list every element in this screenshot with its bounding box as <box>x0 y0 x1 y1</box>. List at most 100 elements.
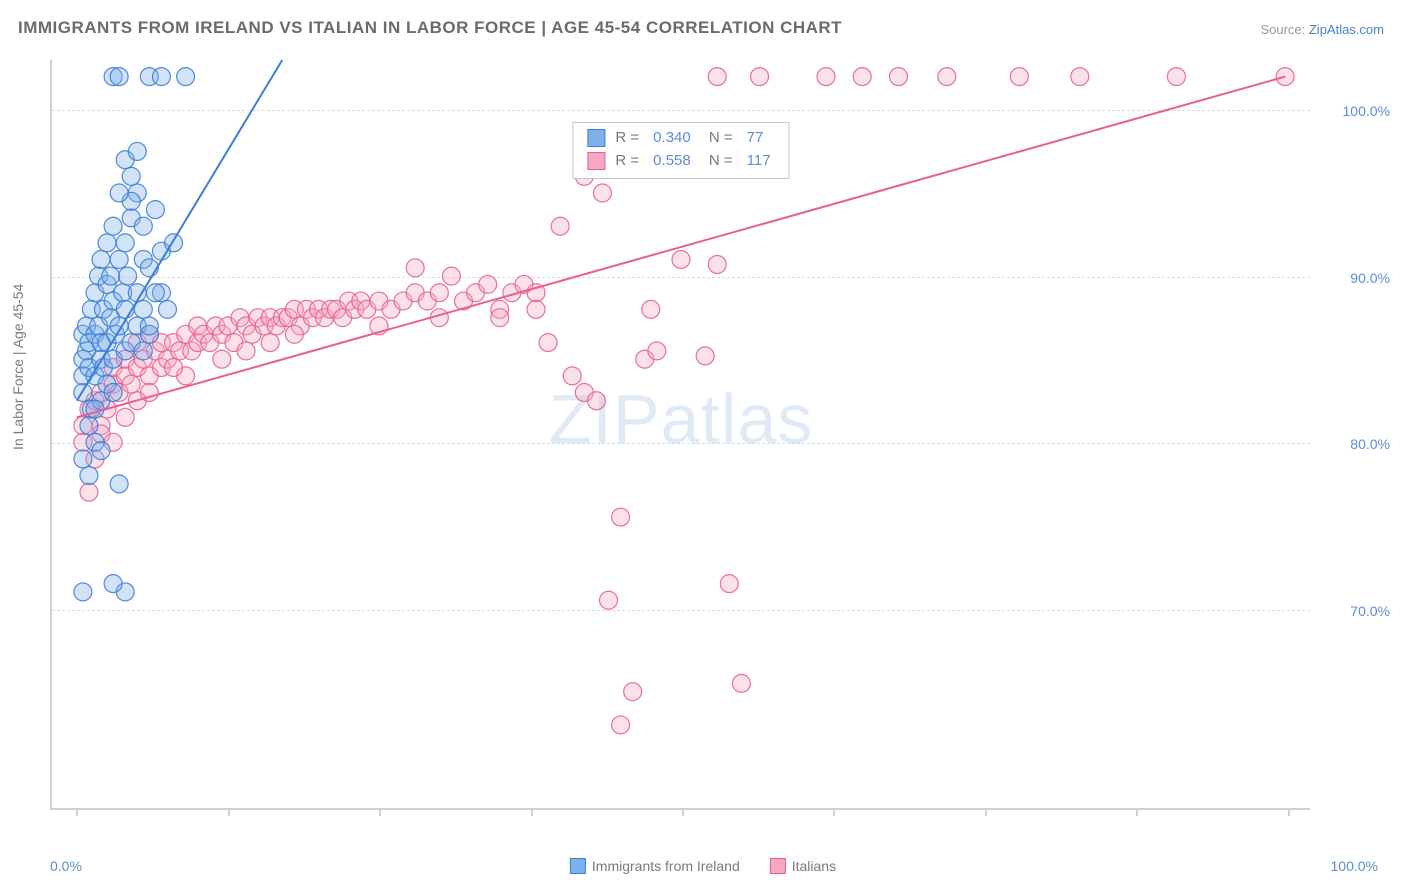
legend-label-ireland: Immigrants from Ireland <box>592 858 740 874</box>
stats-legend: R =0.340 N =77 R =0.558 N =117 <box>572 122 789 179</box>
scatter-point-ireland <box>140 317 158 335</box>
stats-row-italians: R =0.558 N =117 <box>587 150 774 173</box>
scatter-point-italians <box>527 300 545 318</box>
n-value-italians: 117 <box>743 150 775 173</box>
chart-title: IMMIGRANTS FROM IRELAND VS ITALIAN IN LA… <box>18 18 842 38</box>
scatter-point-ireland <box>116 234 134 252</box>
x-tick <box>228 808 230 816</box>
scatter-point-ireland <box>110 68 128 86</box>
scatter-point-italians <box>551 217 569 235</box>
y-tick-label: 70.0% <box>1320 603 1390 619</box>
scatter-point-italians <box>237 342 255 360</box>
scatter-point-ireland <box>102 267 120 285</box>
x-tick <box>1136 808 1138 816</box>
scatter-point-italians <box>213 350 231 368</box>
scatter-point-italians <box>642 300 660 318</box>
scatter-point-italians <box>430 284 448 302</box>
scatter-point-ireland <box>119 267 137 285</box>
scatter-point-italians <box>1167 68 1185 86</box>
legend-swatch-italians <box>770 858 786 874</box>
scatter-point-italians <box>122 375 140 393</box>
swatch-ireland <box>587 129 605 147</box>
scatter-point-ireland <box>110 250 128 268</box>
y-tick-label: 80.0% <box>1320 436 1390 452</box>
y-tick-label: 100.0% <box>1320 103 1390 119</box>
scatter-point-ireland <box>134 342 152 360</box>
scatter-point-ireland <box>74 450 92 468</box>
source-link[interactable]: ZipAtlas.com <box>1309 22 1384 37</box>
scatter-point-italians <box>624 683 642 701</box>
scatter-point-italians <box>648 342 666 360</box>
scatter-point-italians <box>116 408 134 426</box>
scatter-point-italians <box>853 68 871 86</box>
scatter-point-italians <box>1071 68 1089 86</box>
scatter-point-ireland <box>104 383 122 401</box>
scatter-point-italians <box>479 275 497 293</box>
x-axis-label-min: 0.0% <box>50 858 82 874</box>
scatter-point-ireland <box>134 300 152 318</box>
scatter-point-italians <box>817 68 835 86</box>
scatter-point-italians <box>165 359 183 377</box>
scatter-point-ireland <box>92 250 110 268</box>
source-prefix: Source: <box>1260 22 1308 37</box>
scatter-point-ireland <box>74 583 92 601</box>
scatter-point-ireland <box>80 417 98 435</box>
scatter-point-italians <box>708 68 726 86</box>
x-tick <box>682 808 684 816</box>
x-tick <box>531 808 533 816</box>
scatter-point-italians <box>406 259 424 277</box>
scatter-point-ireland <box>158 300 176 318</box>
scatter-point-italians <box>890 68 908 86</box>
scatter-point-italians <box>732 674 750 692</box>
y-axis-title: In Labor Force | Age 45-54 <box>10 284 26 450</box>
chart-plot-area: ZIPatlas 70.0%80.0%90.0%100.0% R =0.340 … <box>50 60 1310 810</box>
scatter-point-italians <box>587 392 605 410</box>
x-axis-label-max: 100.0% <box>1331 858 1378 874</box>
x-tick <box>76 808 78 816</box>
scatter-point-italians <box>612 716 630 734</box>
x-tick <box>985 808 987 816</box>
scatter-point-ireland <box>110 475 128 493</box>
legend-label-italians: Italians <box>792 858 836 874</box>
scatter-point-italians <box>261 334 279 352</box>
scatter-point-italians <box>539 334 557 352</box>
scatter-point-italians <box>672 250 690 268</box>
scatter-point-ireland <box>146 201 164 219</box>
scatter-point-ireland <box>152 68 170 86</box>
stats-row-ireland: R =0.340 N =77 <box>587 127 774 150</box>
scatter-point-italians <box>1010 68 1028 86</box>
legend-item-ireland: Immigrants from Ireland <box>570 858 740 874</box>
scatter-point-ireland <box>104 217 122 235</box>
scatter-point-italians <box>612 508 630 526</box>
x-tick <box>833 808 835 816</box>
y-tick-label: 90.0% <box>1320 270 1390 286</box>
scatter-point-italians <box>708 255 726 273</box>
scatter-point-italians <box>751 68 769 86</box>
x-tick <box>1288 808 1290 816</box>
scatter-point-italians <box>593 184 611 202</box>
legend-item-italians: Italians <box>770 858 836 874</box>
r-value-italians: 0.558 <box>649 150 695 173</box>
swatch-italians <box>587 152 605 170</box>
scatter-point-ireland <box>80 467 98 485</box>
scatter-point-italians <box>696 347 714 365</box>
scatter-point-ireland <box>104 575 122 593</box>
scatter-point-ireland <box>122 167 140 185</box>
n-value-ireland: 77 <box>743 127 768 150</box>
scatter-point-italians <box>563 367 581 385</box>
scatter-point-italians <box>491 309 509 327</box>
scatter-point-italians <box>80 483 98 501</box>
scatter-point-ireland <box>86 400 104 418</box>
source-attribution: Source: ZipAtlas.com <box>1260 22 1384 37</box>
scatter-point-italians <box>720 575 738 593</box>
r-value-ireland: 0.340 <box>649 127 695 150</box>
legend-bottom: Immigrants from Ireland Italians <box>570 858 836 874</box>
scatter-point-italians <box>600 591 618 609</box>
scatter-point-ireland <box>92 442 110 460</box>
scatter-point-ireland <box>128 142 146 160</box>
legend-swatch-ireland <box>570 858 586 874</box>
scatter-point-italians <box>938 68 956 86</box>
scatter-point-ireland <box>98 234 116 252</box>
scatter-point-ireland <box>134 217 152 235</box>
scatter-point-italians <box>285 325 303 343</box>
